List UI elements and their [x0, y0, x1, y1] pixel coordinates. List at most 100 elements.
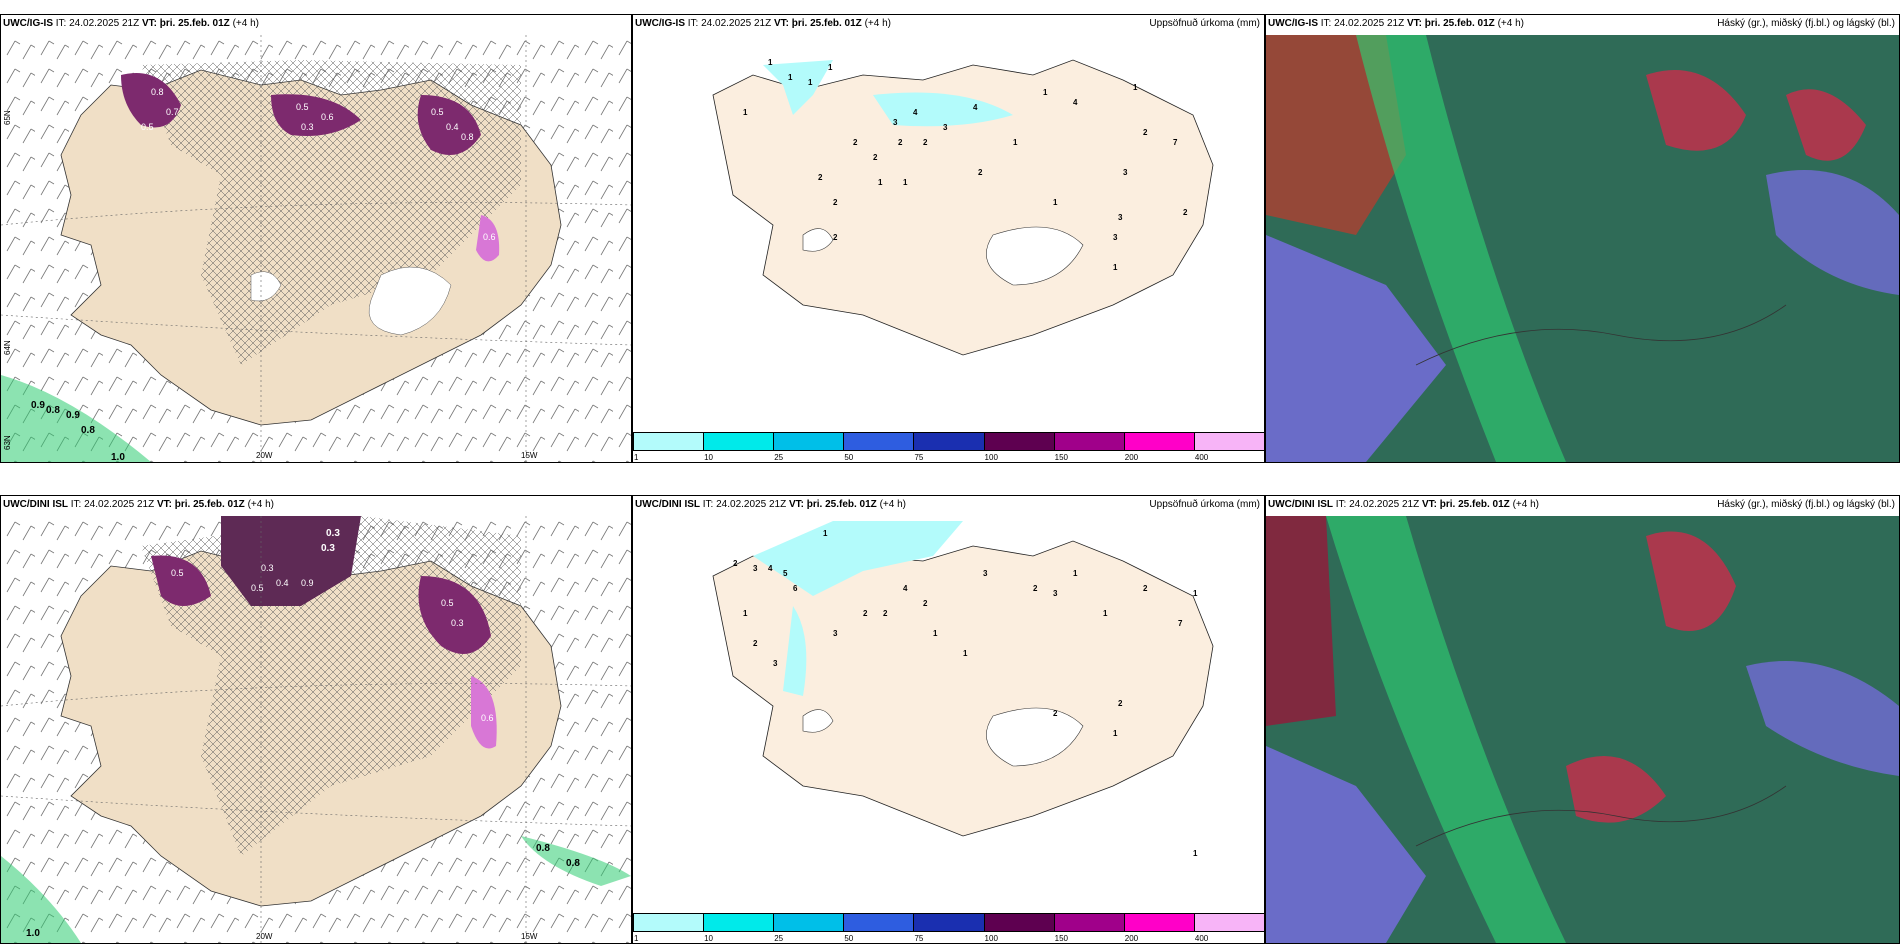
- colorbar-cell: [983, 432, 1055, 451]
- colorbar-cell: [913, 913, 985, 932]
- colorbar-cell: [773, 432, 845, 451]
- cloud-map: [1266, 35, 1899, 462]
- precip-value: 1: [1043, 88, 1048, 97]
- colorbar-tick: 1: [634, 453, 639, 462]
- mid-cloud-blue: [1746, 661, 1899, 776]
- graticule-lon: [260, 516, 527, 943]
- precip-value: 1: [1133, 83, 1138, 92]
- precip-value: 1: [788, 73, 793, 82]
- colorbar-tick: 10: [704, 453, 714, 462]
- precip-purple-1: [121, 73, 181, 128]
- green-area: [1, 856, 81, 943]
- precip-value: 2: [898, 138, 903, 147]
- colorbar-tick: 50: [844, 934, 854, 943]
- precip-colorbar: 1 10 25 50 75 100 150 200 400: [633, 432, 1264, 462]
- precip-value: 2: [873, 153, 878, 162]
- iceland-land: [712, 59, 1214, 356]
- precip-label: 0.5: [431, 107, 444, 117]
- lon-label-15w: 15W: [521, 451, 538, 460]
- land-outline: [1415, 304, 1787, 366]
- precip-label: 0.9: [301, 578, 314, 588]
- graticule-lat: [1, 683, 631, 827]
- precip-map: 1 1 1 1 1 2 2 3 4 4 2 2 1 1 2 2 3 2 1 1 …: [712, 58, 1214, 356]
- wind-label: 0.8: [46, 405, 60, 416]
- colorbar-tick: 150: [1054, 934, 1069, 943]
- lon-label-15w: 15W: [521, 932, 538, 941]
- panel-igis-wind: UWC/IG-IS IT: 24.02.2025 21Z VT: þri. 25…: [0, 14, 632, 463]
- precip-value: 3: [893, 118, 898, 127]
- precip-value: 2: [863, 609, 868, 618]
- lat-label-63: 63N: [3, 435, 12, 450]
- precip-value: 2: [1053, 709, 1058, 718]
- precip-label: 0.4: [446, 122, 459, 132]
- precip-value: 1: [878, 178, 883, 187]
- precip-label: 0.3: [261, 563, 274, 573]
- precip-label: 0.4: [276, 578, 289, 588]
- graticule-lon: [260, 35, 527, 462]
- precip-value: 7: [1173, 138, 1178, 147]
- precip-value: 7: [1178, 619, 1183, 628]
- precip-value: 4: [1073, 98, 1078, 107]
- glacier: [802, 709, 834, 733]
- panel-header: UWC/DINI ISL IT: 24.02.2025 21Z VT: þri.…: [3, 499, 274, 510]
- wind-map: 0.3 0.3 0.3 0.5 0.4 0.9 0.5 0.3 0.6 0.5 …: [1, 516, 631, 943]
- precip-label: 0.6: [321, 112, 334, 122]
- glacier: [802, 228, 834, 252]
- land-outline: [1415, 785, 1787, 847]
- wind-label: 0.8: [566, 858, 580, 869]
- colorbar-cell: [843, 432, 915, 451]
- panel-title: Uppsöfnuð úrkoma (mm): [1149, 18, 1260, 29]
- colorbar-tick: 50: [844, 453, 854, 462]
- precip-value: 3: [1113, 233, 1118, 242]
- mid-cloud-blue: [1266, 746, 1426, 943]
- precip-value: 2: [1183, 208, 1188, 217]
- precip-value: 3: [773, 659, 778, 668]
- precip-value: 1: [1193, 589, 1198, 598]
- precip-label: 0.6: [483, 232, 496, 242]
- colorbar-tick: 200: [1124, 453, 1139, 462]
- panel-header: UWC/IG-IS IT: 24.02.2025 21Z VT: þri. 25…: [1268, 18, 1524, 29]
- precip-value: 2: [1143, 128, 1148, 137]
- low-cloud-red: [1646, 531, 1736, 631]
- colorbar-cell: [1193, 432, 1264, 451]
- wind-map: 0.9 0.8 0.9 0.8 1.0 0.8 0.7 0.5 0.6 0.3 …: [1, 35, 631, 462]
- colorbar-cell: [1053, 432, 1125, 451]
- precip-value: 1: [1113, 263, 1118, 272]
- precip-label: 0.5: [251, 583, 264, 593]
- colorbar-tick: 10: [704, 934, 714, 943]
- colorbar-tick: 1: [634, 934, 639, 943]
- cloud-map: [1266, 516, 1899, 943]
- precip-value: 4: [973, 103, 978, 112]
- precip-value: 2: [883, 609, 888, 618]
- colorbar-cell: [703, 913, 775, 932]
- precip-value: 2: [818, 173, 823, 182]
- wind-label: 0.8: [536, 843, 550, 854]
- colorbar-tick: 150: [1054, 453, 1069, 462]
- precip-value: 3: [833, 629, 838, 638]
- colorbar-cell: [1123, 432, 1195, 451]
- precip-value: 4: [903, 584, 908, 593]
- colorbar-cell: [843, 913, 915, 932]
- precip-label: 0.5: [296, 102, 309, 112]
- lon-label-20w: 20W: [256, 451, 273, 460]
- precip-purple-2: [271, 94, 361, 136]
- precip-value: 1: [1113, 729, 1118, 738]
- precip-label: 0.3: [326, 528, 340, 539]
- precip-value: 2: [923, 138, 928, 147]
- precip-value: 3: [1053, 589, 1058, 598]
- lat-label-65: 65N: [3, 110, 12, 125]
- panel-header: UWC/DINI ISL IT: 24.02.2025 21Z VT: þri.…: [635, 499, 906, 510]
- colorbar-cell: [913, 432, 985, 451]
- precip-label: 0.3: [451, 618, 464, 628]
- precip-label: 0.3: [301, 122, 314, 132]
- low-cloud-red: [1566, 756, 1666, 823]
- precip-purple-3: [418, 576, 491, 654]
- precip-value: 1: [1053, 198, 1058, 207]
- precip-label: 0.8: [151, 87, 164, 97]
- precip-value: 1: [823, 529, 828, 538]
- panel-igis-cloud: UWC/IG-IS IT: 24.02.2025 21Z VT: þri. 25…: [1265, 14, 1900, 463]
- wind-label: 1.0: [26, 928, 40, 939]
- colorbar-cell: [1123, 913, 1195, 932]
- glacier-vatnajokull: [368, 266, 452, 336]
- panel-header: UWC/IG-IS IT: 24.02.2025 21Z VT: þri. 25…: [3, 18, 259, 29]
